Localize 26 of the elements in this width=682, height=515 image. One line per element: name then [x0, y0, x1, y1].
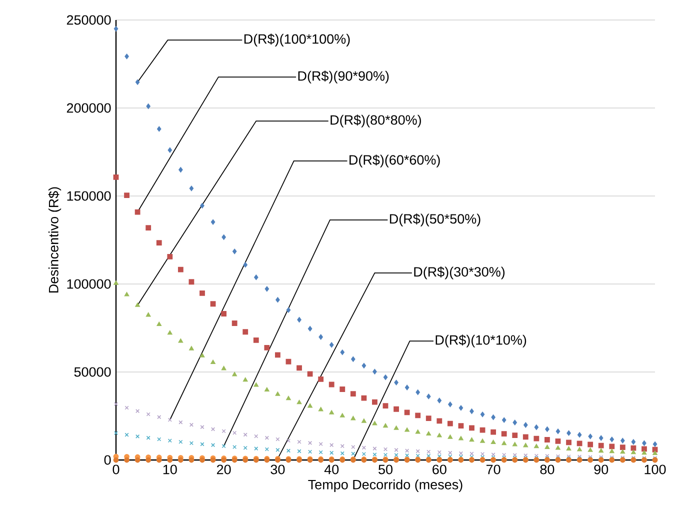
y-tick-label: 200000 [66, 103, 111, 113]
x-tick-label: 20 [216, 464, 231, 474]
text: D(R$)(50*50%) [390, 214, 480, 226]
x-tick-label: 100 [644, 464, 666, 474]
y-tick-label: 150000 [67, 191, 111, 201]
y-tick-label: 250000 [66, 15, 111, 25]
text: D(R$)(80*80%) [330, 114, 421, 128]
x-axis-title: Tempo Decorrido (meses) [308, 479, 462, 492]
x-tick-label: 30 [270, 464, 285, 474]
text: D(R$)(30*30%) [414, 266, 505, 280]
text: D(R$)(60*60%) [350, 154, 440, 168]
text: D(R$)(100*100%) [244, 34, 350, 46]
text: D(R$)(10*10%) [436, 334, 526, 348]
x-tick-label: 40 [324, 464, 339, 474]
x-tick-label: 0 [112, 464, 120, 474]
x-tick-label: 80 [540, 464, 554, 474]
text: D(R$)(90*90%) [298, 70, 389, 84]
x-tick-label: 90 [594, 464, 608, 474]
y-tick-label: 100000 [67, 279, 111, 289]
x-tick-label: 50 [378, 464, 392, 474]
x-tick-label: 60 [432, 464, 446, 474]
x-tick-label: 70 [486, 464, 500, 474]
y-tick-label: 0 [104, 455, 111, 465]
y-tick-label: 50000 [74, 367, 111, 377]
y-axis-title: Desincentivo (R$) [48, 187, 62, 293]
x-tick-label: 10 [163, 464, 177, 474]
